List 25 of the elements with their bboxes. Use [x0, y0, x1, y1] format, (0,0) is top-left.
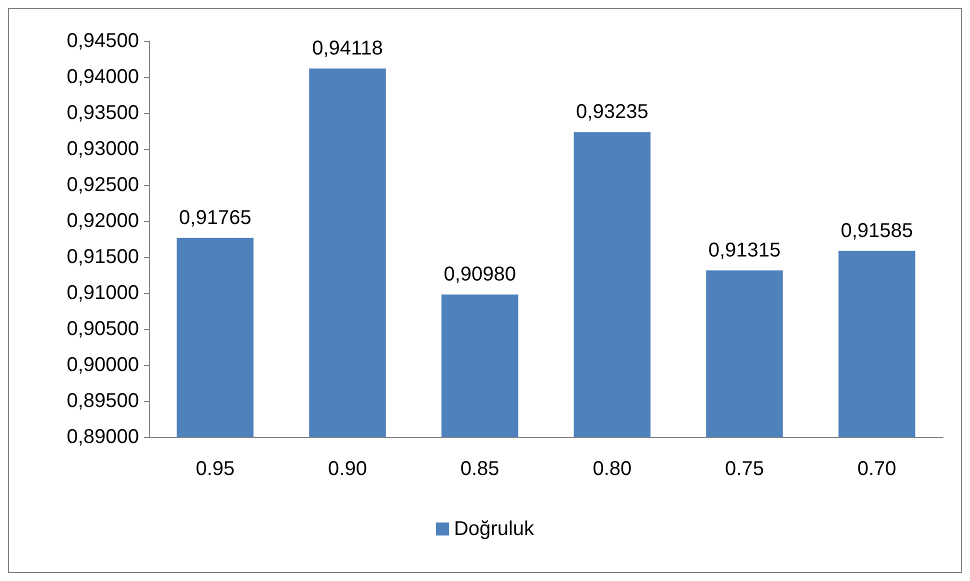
- x-tick-label: 0.90: [328, 458, 367, 480]
- y-tick-label: 0,92000: [66, 210, 139, 232]
- y-tick-label: 0,94500: [66, 30, 139, 52]
- y-tick-label: 0,91000: [66, 282, 139, 304]
- y-tick-label: 0,93000: [66, 138, 139, 160]
- data-label: 0,90980: [444, 263, 516, 286]
- data-label: 0,94118: [312, 38, 383, 60]
- y-tick-label: 0,92500: [66, 174, 139, 196]
- legend-label: Doğruluk: [454, 518, 536, 540]
- data-label: 0,93235: [576, 101, 648, 124]
- x-tick-label: 0.95: [196, 458, 235, 480]
- y-tick-label: 0,89000: [66, 426, 139, 448]
- data-label: 0,91765: [179, 206, 252, 229]
- x-tick-label: 0.85: [460, 458, 500, 480]
- y-tick-label: 0,89500: [66, 390, 139, 412]
- y-tick-label: 0,94000: [66, 66, 139, 88]
- data-label: 0,91315: [708, 239, 781, 262]
- x-tick-label: 0.75: [725, 458, 764, 480]
- y-tick-label: 0,90000: [66, 354, 139, 376]
- data-label: 0,91585: [840, 220, 913, 242]
- x-tick-label: 0.70: [857, 458, 896, 480]
- x-tick-label: 0.80: [592, 458, 632, 480]
- y-tick-label: 0,90500: [66, 318, 139, 340]
- y-tick-label: 0,93500: [66, 102, 139, 124]
- y-tick-label: 0,91500: [66, 246, 139, 268]
